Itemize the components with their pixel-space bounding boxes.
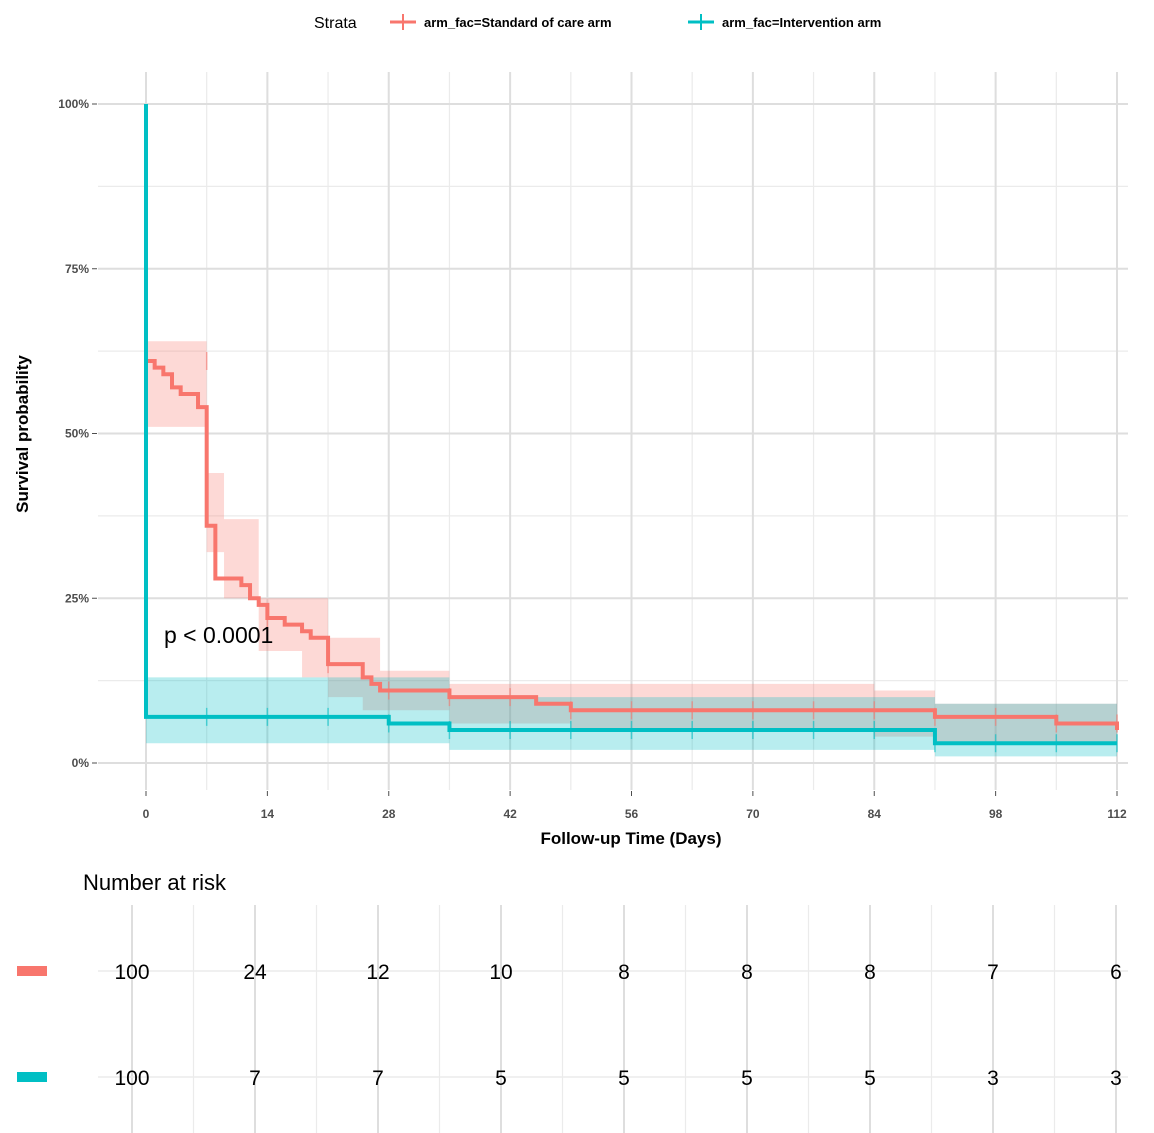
risk-count: 5 bbox=[741, 1067, 753, 1090]
risk-count: 10 bbox=[489, 961, 512, 984]
y-tick-label: 75% bbox=[65, 262, 89, 276]
x-tick-label: 14 bbox=[261, 807, 275, 821]
legend-title: Strata bbox=[314, 15, 357, 32]
risk-count: 7 bbox=[987, 961, 999, 984]
risk-count: 100 bbox=[114, 1067, 149, 1090]
risk-table: 100 24 12 10 8 8 8 7 6 100 7 7 5 5 5 5 3 3 bbox=[17, 961, 1122, 1090]
legend-entry-intervention: arm_fac=Intervention arm bbox=[688, 14, 881, 30]
p-value-annotation: p < 0.0001 bbox=[164, 622, 273, 648]
risk-count: 100 bbox=[114, 961, 149, 984]
risk-count: 8 bbox=[864, 961, 876, 984]
y-tick-label: 25% bbox=[65, 591, 89, 605]
x-tick-label: 42 bbox=[503, 807, 517, 821]
x-tick-label: 84 bbox=[868, 807, 882, 821]
x-axis-ticks: 0 14 28 42 56 70 84 98 112 bbox=[143, 791, 1127, 821]
risk-row-key-intervention bbox=[17, 1072, 47, 1082]
risk-table-grid bbox=[98, 905, 1128, 1133]
x-tick-label: 98 bbox=[989, 807, 1003, 821]
x-tick-label: 112 bbox=[1107, 807, 1127, 821]
risk-count: 8 bbox=[618, 961, 630, 984]
risk-count: 3 bbox=[1110, 1067, 1122, 1090]
x-tick-label: 0 bbox=[143, 807, 150, 821]
y-axis-title: Survival probability bbox=[13, 355, 32, 513]
risk-count: 8 bbox=[741, 961, 753, 984]
y-tick-label: 0% bbox=[72, 756, 90, 770]
legend-label-standard: arm_fac=Standard of care arm bbox=[424, 15, 612, 30]
risk-count: 12 bbox=[366, 961, 389, 984]
y-axis-ticks: 0% 25% 50% 75% 100% bbox=[58, 97, 97, 770]
risk-count: 6 bbox=[1110, 961, 1122, 984]
legend-entry-standard: arm_fac=Standard of care arm bbox=[390, 14, 612, 30]
censor-marks bbox=[205, 352, 1118, 753]
legend-label-intervention: arm_fac=Intervention arm bbox=[722, 15, 881, 30]
x-tick-label: 70 bbox=[746, 807, 760, 821]
risk-table-title: Number at risk bbox=[83, 870, 227, 895]
plot-grid bbox=[98, 72, 1128, 790]
risk-count: 7 bbox=[249, 1067, 261, 1090]
risk-row-key-standard bbox=[17, 966, 47, 976]
survival-curve-standard bbox=[144, 104, 1119, 731]
legend: Strata arm_fac=Standard of care arm arm_… bbox=[314, 14, 881, 32]
x-axis-title: Follow-up Time (Days) bbox=[540, 829, 721, 848]
risk-count: 5 bbox=[495, 1067, 507, 1090]
y-tick-label: 100% bbox=[58, 97, 89, 111]
y-tick-label: 50% bbox=[65, 427, 89, 441]
risk-count: 7 bbox=[372, 1067, 384, 1090]
risk-count: 3 bbox=[987, 1067, 999, 1090]
risk-count: 24 bbox=[243, 961, 267, 984]
risk-count: 5 bbox=[618, 1067, 630, 1090]
risk-count: 5 bbox=[864, 1067, 876, 1090]
x-tick-label: 56 bbox=[625, 807, 639, 821]
x-tick-label: 28 bbox=[382, 807, 396, 821]
